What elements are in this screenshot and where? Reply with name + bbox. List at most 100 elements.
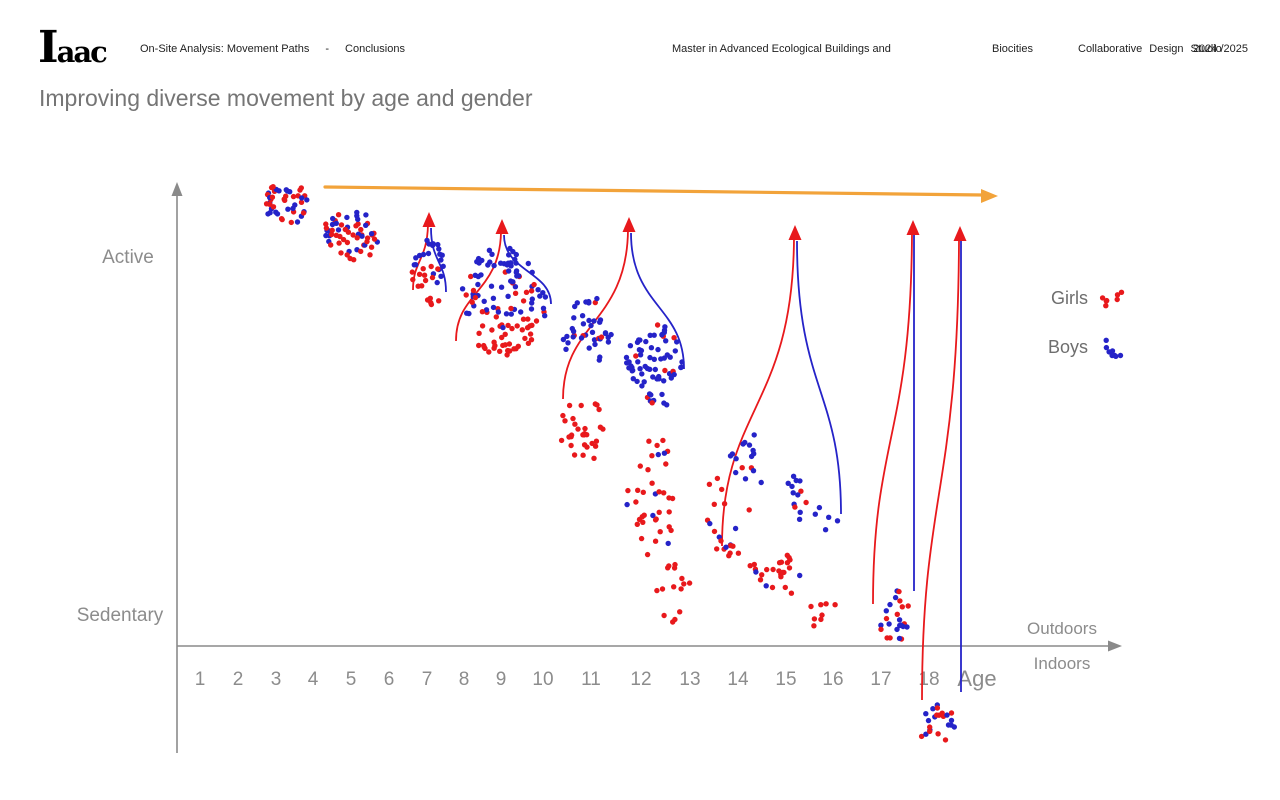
girl-dot xyxy=(269,194,276,200)
girl-dot xyxy=(671,335,677,341)
girl-dot xyxy=(751,561,757,568)
girl-dot xyxy=(323,225,330,231)
girl-dot xyxy=(1104,297,1110,304)
boy-dot xyxy=(655,451,661,458)
flow-arrow-age-15 xyxy=(721,225,842,547)
girl-dot xyxy=(364,238,370,245)
boy-dot xyxy=(466,310,472,317)
boy-dot xyxy=(420,251,427,258)
girl-dot xyxy=(528,288,535,294)
boy-dot xyxy=(733,469,739,476)
girl-dot xyxy=(436,298,442,304)
girl-dot xyxy=(649,480,655,486)
girl-dot xyxy=(661,612,667,619)
girl-dot xyxy=(533,318,540,324)
up-arrowhead xyxy=(788,225,802,240)
boy-dot xyxy=(425,250,432,257)
boy-dot xyxy=(790,490,796,496)
girl-dot xyxy=(499,334,505,341)
boy-dot xyxy=(506,268,512,274)
girl-dot xyxy=(897,598,903,604)
girl-dot xyxy=(531,281,537,288)
girls-flow-curve xyxy=(872,232,913,605)
boy-dot xyxy=(363,212,369,218)
girl-dot xyxy=(512,290,519,296)
boy-dot xyxy=(528,306,535,312)
boy-dot xyxy=(299,195,305,201)
girl-dot xyxy=(918,733,925,740)
girl-dot xyxy=(633,353,639,359)
boy-dot xyxy=(265,211,271,217)
boy-dot xyxy=(588,322,594,329)
girl-dot xyxy=(281,196,287,202)
boy-dot xyxy=(641,379,647,385)
boy-dot xyxy=(644,365,651,372)
boy-dot xyxy=(661,450,668,456)
girl-dot xyxy=(818,602,824,608)
girl-dot xyxy=(653,516,659,522)
x-tick-label: 16 xyxy=(822,669,843,690)
boy-dot xyxy=(751,432,757,438)
cluster-ages-14-16-girls-scatter xyxy=(704,465,752,544)
girl-dot xyxy=(644,551,651,558)
girl-dot xyxy=(778,559,785,565)
girl-dot xyxy=(811,616,818,622)
girl-dot xyxy=(351,257,357,263)
boy-dot xyxy=(732,525,739,532)
girl-dot xyxy=(896,588,902,595)
girl-dot xyxy=(290,193,297,200)
boy-dot xyxy=(483,307,490,313)
boy-dot xyxy=(608,331,614,338)
girl-dot xyxy=(819,612,825,618)
girl-dot xyxy=(528,337,535,343)
boy-dot xyxy=(647,332,653,338)
boy-dot xyxy=(518,309,524,315)
boy-dot xyxy=(586,345,592,351)
girl-dot xyxy=(706,481,713,487)
boy-dot xyxy=(795,492,801,498)
girl-dot xyxy=(721,501,728,507)
boy-dot xyxy=(597,317,604,323)
girl-dot xyxy=(735,550,742,556)
cluster-age-18-indoors-mixed xyxy=(918,702,957,743)
boy-dot xyxy=(498,260,504,266)
boy-dot xyxy=(834,518,841,524)
girl-dot xyxy=(641,512,647,518)
boy-dot xyxy=(896,617,903,623)
breadcrumb: On-Site Analysis: Movement Paths - Concl… xyxy=(140,43,405,55)
boy-dot xyxy=(488,283,495,289)
x-axis-title: Age xyxy=(957,666,996,691)
girl-dot xyxy=(278,216,285,222)
y-axis-arrowhead xyxy=(171,182,183,196)
boy-dot xyxy=(344,214,350,221)
girl-dot xyxy=(270,184,276,190)
boy-dot xyxy=(500,324,506,331)
girl-dot xyxy=(598,334,605,340)
boy-dot xyxy=(634,378,640,385)
boy-dot xyxy=(413,262,419,268)
iaac-logo: Iaac xyxy=(38,22,108,73)
girl-dot xyxy=(942,737,949,743)
boy-dot xyxy=(671,371,677,378)
girl-dot xyxy=(504,352,510,358)
boy-dot xyxy=(729,451,736,457)
girl-dot xyxy=(678,586,684,592)
boys-flow-curve xyxy=(630,232,685,370)
cluster-age-11-active-boys xyxy=(560,295,614,363)
girl-dot xyxy=(645,467,651,473)
girl-dot xyxy=(714,475,721,482)
studio-name: Collaborative Design Studio xyxy=(1078,43,1222,55)
x-axis-above-label: Outdoors xyxy=(1027,619,1097,638)
boy-dot xyxy=(672,348,678,354)
girl-dot xyxy=(652,538,659,544)
girl-dot xyxy=(718,538,724,544)
girl-dot xyxy=(558,437,565,444)
boy-dot xyxy=(540,305,547,311)
boy-dot xyxy=(560,336,567,343)
girl-dot xyxy=(780,569,786,576)
boy-dot xyxy=(508,278,514,284)
cluster-age-13-sedentary-girls xyxy=(654,561,693,625)
axes xyxy=(171,182,1122,753)
boy-dot xyxy=(945,722,952,728)
y-axis-bottom-label: Sedentary xyxy=(77,605,164,626)
